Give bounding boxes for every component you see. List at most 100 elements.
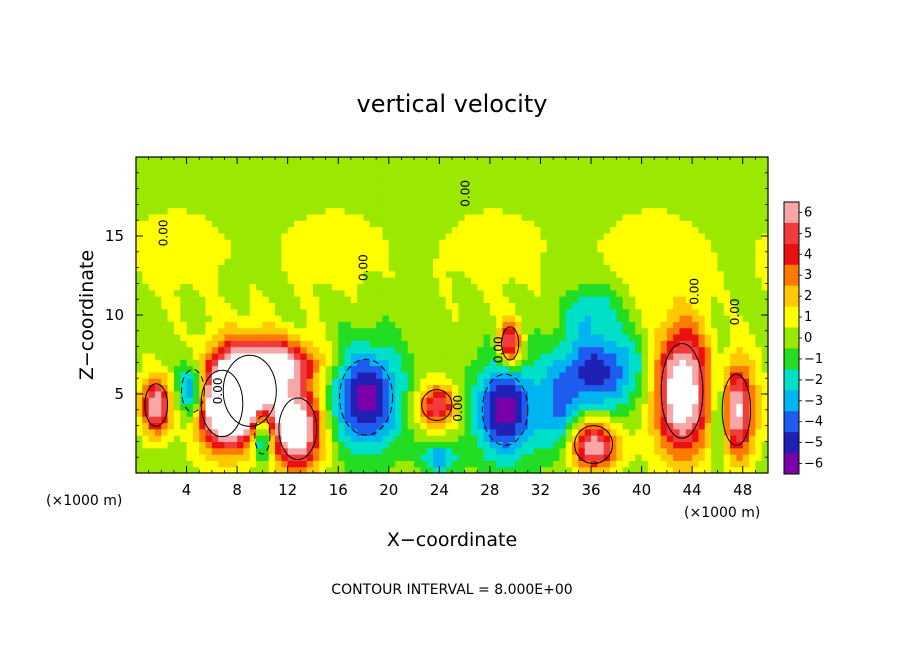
field-cell: [628, 213, 636, 221]
field-cell: [199, 182, 207, 190]
field-cell: [294, 270, 301, 278]
field-cell: [249, 435, 257, 442]
field-cell: [167, 441, 175, 449]
field-cell: [603, 245, 611, 253]
field-cell: [230, 428, 238, 436]
field-cell: [704, 289, 712, 297]
field-cell: [464, 296, 472, 303]
field-cell: [173, 302, 181, 310]
field-cell: [294, 365, 301, 373]
field-cell: [717, 327, 725, 335]
field-cell: [723, 188, 731, 196]
field-cell: [306, 466, 314, 473]
field-cell: [666, 264, 674, 272]
field-cell: [534, 340, 542, 348]
field-cell: [205, 258, 213, 266]
field-cell: [489, 232, 497, 240]
field-cell: [660, 245, 668, 253]
field-cell: [584, 378, 592, 386]
field-cell: [559, 188, 567, 196]
field-cell: [338, 232, 346, 240]
field-cell: [761, 270, 768, 278]
field-cell: [218, 201, 226, 209]
field-cell: [275, 207, 282, 215]
field-cell: [331, 327, 339, 335]
field-cell: [591, 327, 598, 335]
field-cell: [388, 194, 396, 202]
field-cell: [527, 352, 535, 360]
field-cell: [401, 264, 409, 272]
field-cell: [249, 397, 257, 405]
field-cell: [749, 302, 756, 310]
field-cell: [572, 175, 579, 183]
field-cell: [584, 277, 592, 284]
field-cell: [723, 435, 731, 442]
field-cell: [262, 157, 270, 164]
field-cell: [249, 226, 257, 234]
field-cell: [287, 302, 295, 310]
field-cell: [230, 289, 238, 297]
field-cell: [414, 416, 421, 424]
field-cell: [211, 428, 219, 436]
field-cell: [755, 175, 763, 183]
field-cell: [635, 169, 643, 177]
field-cell: [489, 283, 497, 291]
field-cell: [635, 201, 643, 209]
field-cell: [730, 163, 737, 171]
field-cell: [534, 365, 542, 373]
field-cell: [218, 321, 226, 329]
field-cell: [350, 283, 358, 291]
field-cell: [546, 213, 554, 221]
field-cell: [679, 194, 687, 202]
field-cell: [344, 397, 352, 405]
field-cell: [496, 163, 504, 171]
field-cell: [167, 397, 175, 405]
field-cell: [414, 409, 421, 417]
field-cell: [420, 460, 428, 468]
field-cell: [597, 245, 605, 253]
field-cell: [142, 460, 150, 468]
field-cell: [186, 422, 194, 430]
field-cell: [673, 397, 681, 405]
field-cell: [521, 359, 529, 367]
field-cell: [173, 403, 181, 411]
field-cell: [635, 422, 643, 430]
field-cell: [369, 340, 377, 348]
field-cell: [736, 460, 744, 468]
field-cell: [136, 258, 143, 266]
field-cell: [515, 359, 523, 367]
field-cell: [300, 283, 308, 291]
field-cell: [660, 220, 668, 228]
field-cell: [458, 277, 466, 284]
field-cell: [515, 447, 523, 455]
field-cell: [350, 289, 358, 297]
field-cell: [685, 296, 693, 303]
field-cell: [243, 213, 251, 221]
field-cell: [224, 447, 232, 455]
field-cell: [673, 226, 681, 234]
field-cell: [666, 378, 674, 386]
field-cell: [565, 435, 573, 442]
field-cell: [388, 289, 396, 297]
field-cell: [540, 397, 548, 405]
field-cell: [698, 359, 706, 367]
field-cell: [433, 454, 440, 461]
field-cell: [256, 289, 263, 297]
field-cell: [300, 435, 308, 442]
field-cell: [180, 365, 188, 373]
field-cell: [186, 220, 194, 228]
field-cell: [761, 245, 768, 253]
field-cell: [173, 321, 181, 329]
field-cell: [275, 327, 282, 335]
field-cell: [224, 194, 232, 202]
field-cell: [546, 296, 554, 303]
field-cell: [306, 169, 314, 177]
field-cell: [641, 296, 649, 303]
field-cell: [294, 378, 301, 386]
field-cell: [148, 327, 156, 335]
field-cell: [685, 466, 693, 473]
field-cell: [698, 346, 706, 354]
field-cell: [654, 175, 662, 183]
field-cell: [256, 245, 263, 253]
field-cell: [559, 460, 567, 468]
